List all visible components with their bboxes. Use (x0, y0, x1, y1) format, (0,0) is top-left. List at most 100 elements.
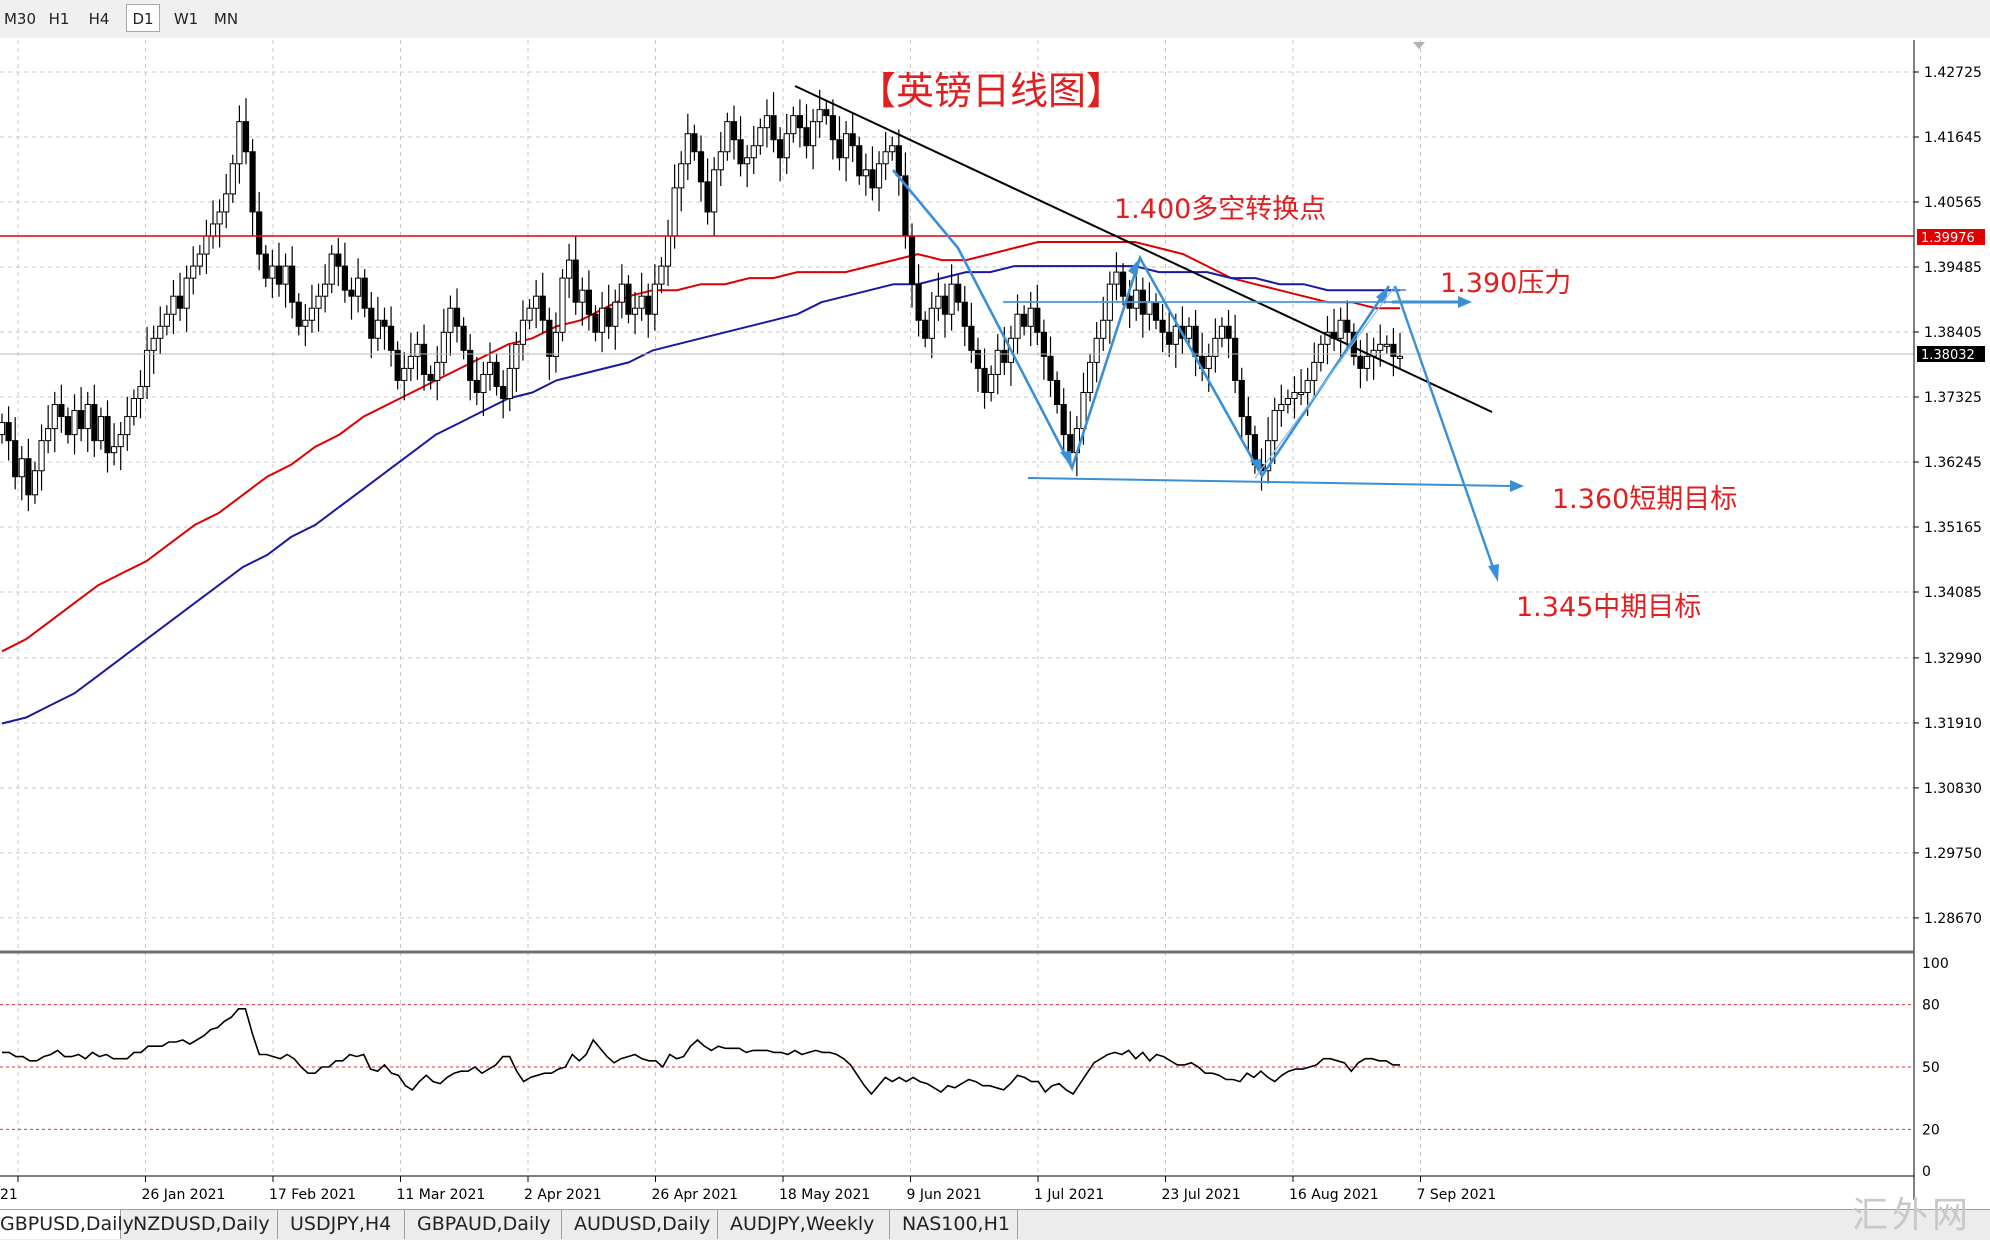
tab-audusd-daily[interactable]: AUDUSD,Daily (562, 1210, 718, 1239)
candle (170, 279, 177, 335)
candle (539, 272, 546, 333)
candle-body (124, 416, 131, 436)
candle-body (796, 115, 804, 129)
candle-body (111, 446, 118, 454)
price-tick-label: 1.29750 (1924, 846, 1982, 862)
chart-tab-bar: GBPUSD,Daily NZDUSD,Daily USDJPY,H4 GBPA… (0, 1209, 1990, 1240)
candle (651, 264, 658, 331)
candle-body (1297, 391, 1305, 395)
candle-body (1271, 410, 1278, 442)
candle (1225, 310, 1232, 359)
candle (420, 324, 428, 391)
candle (869, 146, 876, 201)
candle (862, 153, 869, 196)
tab-gbpusd-daily[interactable]: GBPUSD,Daily (0, 1210, 134, 1239)
w-pattern-line[interactable] (892, 169, 1391, 479)
candle (1218, 317, 1226, 348)
candle-body (328, 253, 335, 285)
candle (836, 116, 843, 171)
candlestick-series (0, 89, 1404, 512)
candle-body (1100, 319, 1107, 339)
timeframe-toolbar: M30 H1 H4 D1 W1 MN (0, 0, 1990, 39)
tab-nas100-h1[interactable]: NAS100,H1 (890, 1210, 1018, 1239)
analysis-drawings[interactable] (794, 85, 1524, 582)
descending-trendline[interactable] (794, 85, 1493, 413)
support-line-1360[interactable] (1027, 477, 1513, 487)
candle-body (203, 235, 210, 255)
candle (196, 245, 203, 276)
candle (124, 396, 131, 451)
tab-usdjpy-h4[interactable]: USDJPY,H4 (278, 1210, 405, 1239)
tab-gbpaud-daily[interactable]: GBPAUD,Daily (405, 1210, 562, 1239)
candle (1119, 263, 1127, 306)
chart-background (0, 38, 1990, 1209)
candle (1040, 319, 1048, 380)
candle-body (1390, 343, 1397, 357)
candle (691, 124, 698, 161)
candle (25, 438, 32, 512)
candle (480, 361, 487, 416)
candle (810, 109, 817, 170)
candle (856, 136, 863, 185)
price-tick-label: 1.28670 (1924, 911, 1982, 927)
candle (381, 307, 388, 350)
timeframe-h1-button[interactable]: H1 (48, 10, 70, 28)
candle (0, 413, 6, 444)
w-arrow-2 (1128, 258, 1140, 277)
candle (612, 289, 619, 350)
time-tick-label: 7 Sep 2021 (1417, 1187, 1497, 1203)
candle-body (790, 115, 797, 135)
candle-body (928, 307, 935, 339)
candle (308, 284, 316, 333)
timeframe-mn-button[interactable]: MN (213, 10, 239, 28)
candle-body (770, 115, 777, 141)
timeframe-w1-button[interactable]: W1 (173, 10, 199, 28)
candle-body (1278, 404, 1285, 412)
candle-body (988, 373, 995, 393)
candle (71, 394, 78, 455)
price-tick-label: 1.31910 (1924, 716, 1982, 732)
candle-body (922, 319, 929, 339)
timeframe-m30-button[interactable]: M30 (3, 10, 37, 28)
candle-body (559, 277, 566, 333)
candle (737, 116, 744, 177)
timeframe-h4-button[interactable]: H4 (88, 10, 110, 28)
price-tick-label: 1.32990 (1924, 651, 1982, 667)
candle (249, 139, 256, 236)
candle (711, 157, 718, 236)
target-projection-line[interactable] (1393, 285, 1498, 577)
price-chart[interactable]: 1.42725 1.41645 1.40565 1.39485 1.38405 1.373… (0, 38, 1990, 1209)
candle-body (645, 295, 652, 315)
candle-body (842, 133, 850, 159)
candle (519, 300, 527, 361)
tab-audjpy-weekly[interactable]: AUDJPY,Weekly (718, 1210, 890, 1239)
candle-body (1344, 319, 1351, 333)
candle-body (961, 301, 968, 327)
candle-body (1027, 307, 1034, 327)
candle-body (1159, 319, 1166, 333)
candle-body (269, 265, 276, 279)
candle-body (368, 307, 375, 339)
candle-body (5, 422, 12, 442)
candle-body (1337, 319, 1344, 339)
candle-body (671, 187, 678, 237)
chart-shift-marker[interactable] (1413, 42, 1425, 49)
candle-body (216, 211, 223, 225)
candle (64, 407, 72, 444)
candle (500, 370, 507, 419)
candle-body (493, 361, 500, 387)
candle-body (209, 223, 217, 237)
candle-body (856, 145, 863, 177)
candle (730, 105, 738, 160)
tab-nzdusd-daily[interactable]: NZDUSD,Daily (121, 1210, 278, 1239)
candle-body (236, 121, 243, 165)
candle (493, 353, 500, 396)
moving-average-line-2 (1, 265, 1400, 725)
candle-body (117, 434, 124, 448)
candle (1100, 296, 1107, 351)
candle-body (552, 331, 560, 357)
timeframe-d1-button[interactable]: D1 (126, 4, 160, 32)
candle (579, 277, 586, 326)
annotation-1360: 1.360短期目标 (1552, 484, 1737, 515)
candle-body (500, 385, 507, 400)
